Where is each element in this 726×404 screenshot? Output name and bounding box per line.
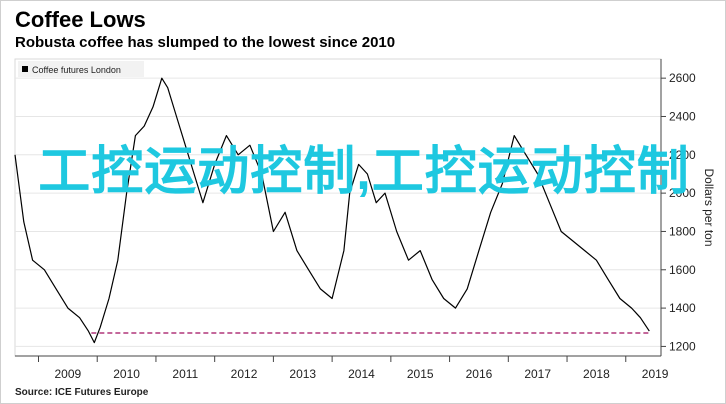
y-tick-label: 2000 — [669, 186, 696, 200]
y-tick-label: 2400 — [669, 109, 696, 123]
x-tick-label: 2016 — [466, 367, 493, 381]
legend-label: Coffee futures London — [32, 65, 121, 75]
series-layer — [14, 77, 650, 344]
y-tick-label: 1800 — [669, 224, 696, 238]
x-tick-label: 2015 — [407, 367, 434, 381]
series-line — [14, 77, 650, 344]
x-tick-label: 2017 — [524, 367, 551, 381]
y-tick-label: 1200 — [669, 339, 696, 353]
y-tick-label: 2200 — [669, 148, 696, 162]
plot-border — [14, 58, 662, 357]
grid-lines — [14, 58, 662, 357]
y-tick-label: 1600 — [669, 263, 696, 277]
x-tick-label: 2013 — [289, 367, 316, 381]
x-tick-label: 2019 — [642, 367, 669, 381]
x-tick-label: 2010 — [113, 367, 140, 381]
legend-swatch — [22, 66, 28, 72]
y-tick-label: 1400 — [669, 301, 696, 315]
x-tick-label: 2012 — [231, 367, 258, 381]
y-axis-label: Dollars per ton — [702, 168, 716, 246]
x-tick-label: 2014 — [348, 367, 375, 381]
y-axis: 1200 1400 1600 1800 2000 2200 2400 2600 Dollars … — [660, 59, 716, 356]
x-tick-label: 2018 — [583, 367, 610, 381]
x-axis: 2009 2010 2011 2012 2013 2014 2015 2016 2017 2018… — [15, 355, 669, 381]
source-note: Source: ICE Futures Europe — [15, 387, 149, 398]
x-tick-label: 2009 — [55, 367, 82, 381]
x-tick-label: 2011 — [172, 367, 198, 381]
legend: Coffee futures London — [18, 61, 144, 77]
legend-box — [18, 61, 144, 77]
y-tick-label: 2600 — [669, 71, 696, 85]
chart-subtitle: Robusta coffee has slumped to the lowest… — [15, 34, 396, 51]
chart-title: Coffee Lows — [15, 7, 146, 32]
